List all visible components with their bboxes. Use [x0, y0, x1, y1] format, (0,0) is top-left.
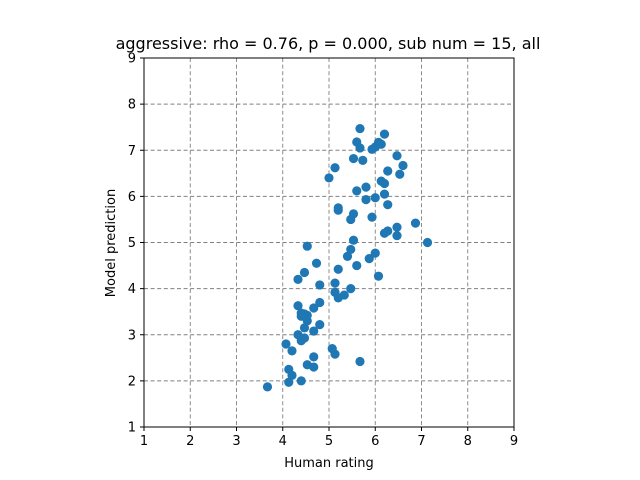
- data-point: [309, 362, 319, 372]
- data-point: [379, 189, 390, 199]
- data-point: [358, 155, 368, 165]
- data-point: [309, 326, 319, 336]
- data-point: [284, 364, 294, 374]
- data-point: [281, 339, 291, 349]
- y-tick-label: 4: [128, 282, 136, 297]
- data-point: [309, 352, 319, 362]
- data-point: [315, 320, 325, 330]
- data-point: [311, 258, 322, 268]
- x-tick-label: 7: [417, 434, 425, 449]
- data-point: [348, 153, 359, 164]
- x-tick-label: 1: [140, 434, 148, 449]
- data-point: [367, 212, 377, 222]
- y-axis-ticks: 1 2 3 4 5 6 7 8 9: [128, 52, 144, 436]
- data-point: [324, 173, 334, 183]
- data-point: [309, 303, 319, 313]
- grid-lines: [144, 58, 514, 427]
- y-tick-label: 2: [128, 374, 136, 389]
- data-point: [370, 248, 380, 258]
- data-point: [392, 151, 402, 161]
- data-point: [296, 376, 306, 386]
- data-points: [262, 123, 433, 392]
- data-point: [339, 290, 349, 300]
- x-tick-label: 9: [510, 434, 518, 449]
- data-point: [398, 160, 408, 171]
- x-tick-label: 5: [325, 434, 333, 449]
- x-tick-label: 6: [371, 434, 379, 449]
- data-point: [346, 244, 356, 255]
- x-axis-ticks: 1 2 3 4 5 6 7 8 9: [140, 427, 518, 449]
- data-point: [333, 264, 343, 274]
- data-point: [348, 235, 359, 245]
- data-point: [383, 166, 393, 176]
- x-tick-label: 8: [464, 434, 472, 449]
- data-point: [383, 200, 393, 210]
- data-point: [330, 278, 340, 288]
- data-point: [299, 323, 310, 333]
- data-point: [379, 178, 390, 189]
- data-point: [376, 139, 386, 149]
- y-tick-label: 6: [128, 190, 136, 205]
- chart-title: aggressive: rho = 0.76, p = 0.000, sub n…: [116, 34, 541, 53]
- data-point: [383, 226, 393, 236]
- y-tick-label: 9: [128, 52, 136, 67]
- data-point: [296, 308, 306, 318]
- data-point: [293, 301, 303, 311]
- data-point: [333, 205, 343, 215]
- data-point: [299, 267, 310, 278]
- y-tick-label: 7: [128, 144, 136, 159]
- data-point: [370, 193, 380, 203]
- x-axis-label: Human rating: [284, 456, 374, 471]
- data-point: [346, 284, 356, 294]
- data-point: [352, 260, 362, 271]
- data-point: [330, 349, 340, 359]
- y-tick-label: 5: [128, 236, 136, 251]
- data-point: [410, 218, 421, 228]
- data-point: [361, 195, 371, 205]
- data-point: [342, 251, 353, 261]
- y-tick-label: 1: [128, 421, 136, 436]
- data-point: [302, 241, 312, 251]
- data-point: [395, 169, 405, 179]
- y-tick-label: 8: [128, 98, 136, 113]
- data-point: [364, 254, 374, 264]
- data-point: [299, 333, 310, 343]
- x-tick-label: 4: [279, 434, 287, 449]
- data-point: [315, 280, 325, 290]
- data-point: [379, 129, 390, 139]
- data-point: [373, 271, 384, 281]
- data-point: [287, 346, 297, 356]
- data-point: [355, 356, 365, 367]
- x-tick-label: 2: [186, 434, 194, 449]
- data-point: [330, 163, 340, 173]
- data-point: [352, 186, 362, 196]
- y-axis-label: Model prediction: [104, 189, 119, 297]
- data-point: [355, 123, 365, 134]
- x-tick-label: 3: [232, 434, 240, 449]
- data-point: [284, 377, 294, 387]
- data-point: [422, 237, 433, 248]
- data-point: [348, 209, 359, 219]
- data-point: [262, 382, 273, 392]
- y-tick-label: 3: [128, 328, 136, 343]
- data-point: [315, 297, 325, 308]
- data-point: [293, 274, 303, 284]
- data-point: [392, 230, 402, 241]
- data-point: [361, 182, 371, 192]
- data-point: [392, 222, 402, 232]
- data-point: [355, 143, 365, 153]
